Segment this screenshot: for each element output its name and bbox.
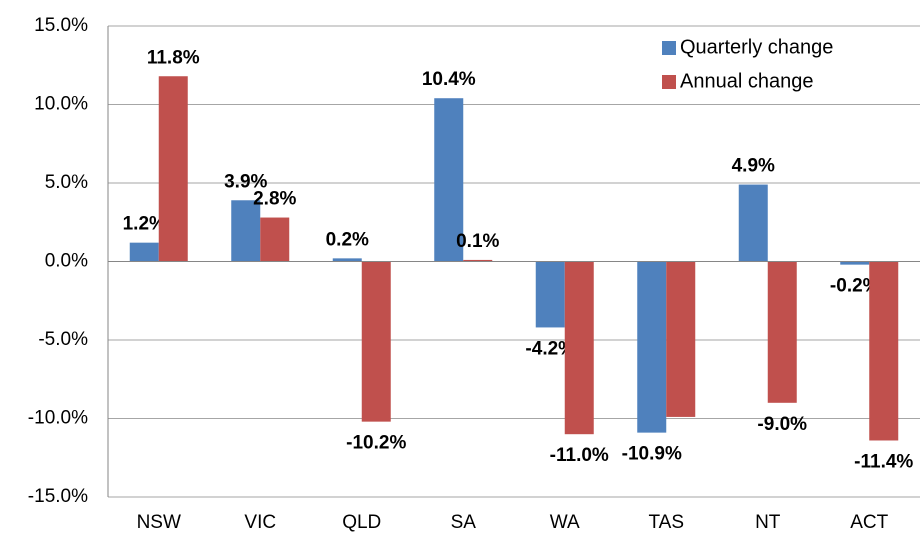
data-label: -9.0% [757,414,807,435]
bar [869,261,899,441]
bar [767,261,797,403]
legend-label: Quarterly change [680,36,833,58]
data-label: 3.9% [224,171,267,192]
bar [361,261,391,422]
y-tick-label: -15.0% [28,486,88,507]
bar [129,242,159,262]
bar [434,98,464,262]
x-tick-label: NT [755,512,781,533]
data-label: 4.9% [732,156,775,177]
bar [840,261,870,265]
bar [260,217,290,262]
y-tick-label: -5.0% [38,329,88,350]
data-label: 1.2% [123,214,166,235]
data-label: -4.2% [525,338,575,359]
bar [637,261,667,433]
x-tick-label: NSW [137,512,181,533]
data-label: -10.2% [346,433,406,454]
x-tick-label: ACT [850,512,888,533]
data-label: 0.1% [456,231,499,252]
x-tick-label: TAS [648,512,684,533]
data-label: 11.8% [147,47,200,68]
y-tick-label: 0.0% [45,251,88,272]
bar [564,261,594,435]
data-label: 2.8% [253,189,296,210]
bar [332,258,362,262]
bar [535,261,565,328]
data-label: -10.9% [622,444,682,465]
data-label: 10.4% [422,69,476,90]
bar [738,184,768,262]
y-tick-label: -10.0% [28,408,88,429]
x-tick-label: WA [550,512,580,533]
x-tick-label: SA [451,512,477,533]
bar [666,261,696,417]
data-label: -11.4% [854,451,913,472]
y-tick-label: 10.0% [34,94,88,115]
legend-label: Annual change [680,70,813,92]
data-label: -11.0% [550,445,609,466]
data-label: -0.2% [830,276,880,297]
bar [231,200,261,262]
bar [158,76,188,262]
legend-swatch [662,41,676,55]
x-tick-label: QLD [342,512,381,533]
bar [463,259,493,262]
y-tick-label: 5.0% [45,172,88,193]
legend-swatch [662,75,676,89]
x-tick-label: VIC [244,512,276,533]
y-tick-label: 15.0% [34,15,88,36]
data-label: 0.2% [326,229,369,250]
